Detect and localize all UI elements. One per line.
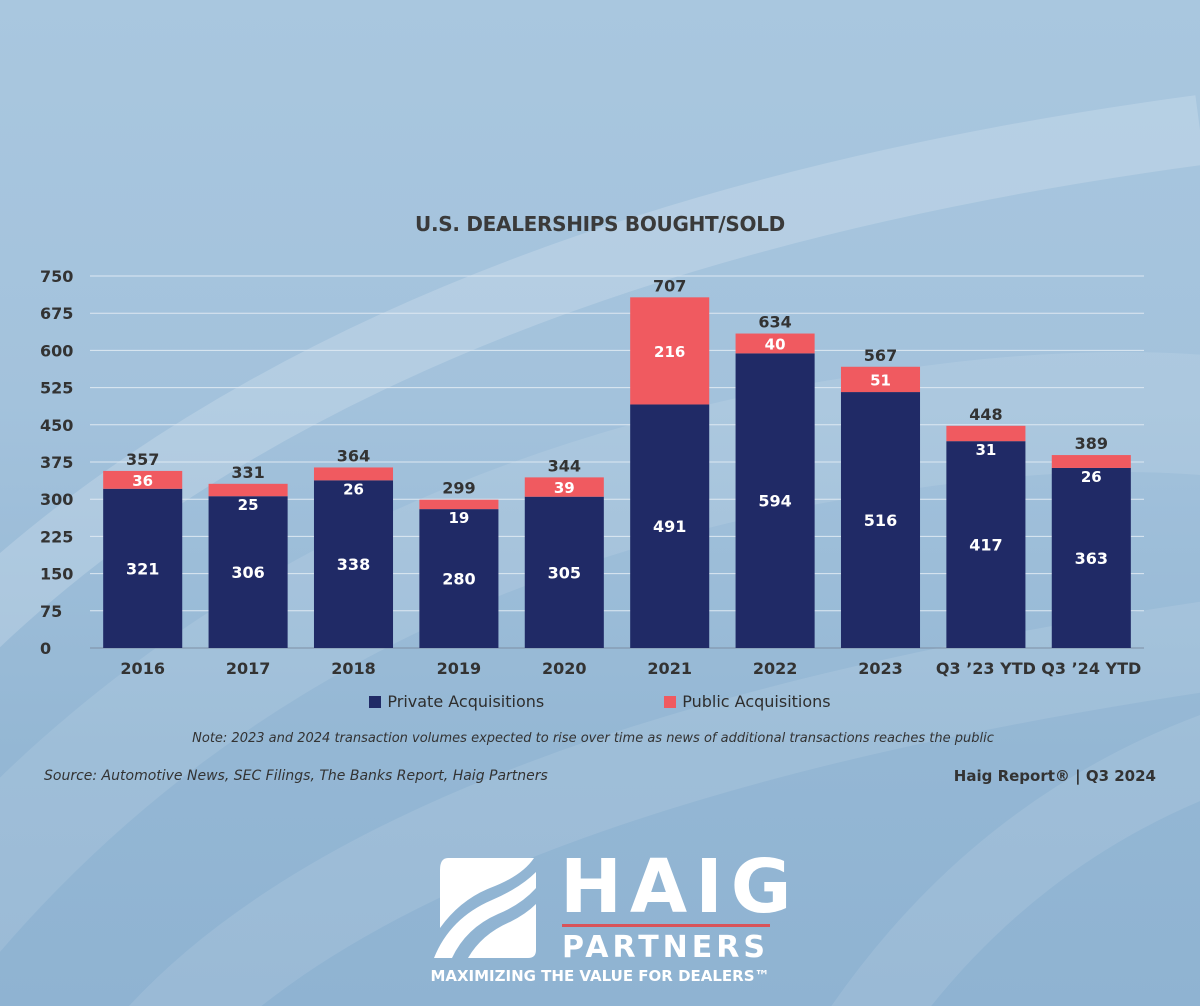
logo-tagline: MAXIMIZING THE VALUE FOR DEALERS™	[430, 967, 770, 985]
data-label-public: 26	[1081, 468, 1102, 486]
y-tick-label: 0	[40, 639, 51, 658]
legend-item-public: Public Acquisitions	[664, 692, 831, 711]
x-tick-label: 2021	[647, 659, 692, 678]
bar-public	[735, 333, 815, 354]
legend-label-public: Public Acquisitions	[682, 692, 831, 711]
data-label-total: 389	[1075, 434, 1108, 453]
bar-private	[1051, 467, 1131, 648]
y-tick-label: 375	[40, 453, 73, 472]
y-tick-label: 300	[40, 490, 73, 509]
x-tick-label: 2018	[331, 659, 376, 678]
data-label-total: 331	[231, 463, 264, 482]
data-label-public: 26	[343, 480, 364, 498]
data-label-private: 338	[337, 555, 370, 574]
legend-item-private: Private Acquisitions	[369, 692, 544, 711]
data-label-total: 299	[442, 479, 475, 498]
chart-title: U.S. DEALERSHIPS BOUGHT/SOLD	[415, 212, 785, 236]
y-tick-label: 600	[40, 341, 73, 360]
data-label-public: 40	[765, 335, 786, 353]
data-label-public: 31	[975, 441, 996, 459]
haig-partners-logo: HAIG PARTNERS	[430, 844, 791, 1000]
legend: Private Acquisitions Public Acquisitions	[0, 692, 1200, 711]
bar-public	[208, 483, 288, 497]
bar-public	[946, 425, 1026, 442]
data-label-private: 516	[864, 511, 897, 530]
bar-private	[419, 509, 499, 648]
source-text: Source: Automotive News, SEC Filings, Th…	[44, 768, 548, 784]
data-label-private: 363	[1075, 549, 1108, 568]
chart-note: Note: 2023 and 2024 transaction volumes …	[192, 731, 994, 746]
bar-private	[103, 488, 183, 648]
logo-road-mark-icon	[434, 858, 536, 958]
data-label-total: 357	[126, 450, 159, 469]
y-tick-label: 75	[40, 602, 62, 621]
data-label-public: 25	[238, 496, 259, 514]
x-tick-label: Q3 ’23 YTD	[936, 659, 1036, 678]
report-label: Haig Report® | Q3 2024	[953, 767, 1156, 785]
data-label-private: 321	[126, 559, 159, 578]
x-tick-label: 2016	[120, 659, 165, 678]
logo-subtitle: PARTNERS	[562, 930, 769, 965]
bar-private	[524, 496, 604, 648]
data-label-total: 634	[758, 313, 791, 332]
data-label-public: 19	[448, 509, 469, 527]
data-label-private: 280	[442, 570, 475, 589]
bar-private	[735, 353, 815, 648]
bar-public	[1051, 455, 1131, 468]
y-tick-label: 450	[40, 416, 73, 435]
bar-private	[208, 496, 288, 648]
x-tick-label: 2023	[858, 659, 903, 678]
data-label-private: 306	[231, 563, 264, 582]
data-label-total: 707	[653, 276, 686, 295]
data-label-public: 51	[870, 371, 891, 389]
bar-private	[630, 404, 710, 648]
y-tick-label: 750	[40, 267, 73, 286]
y-tick-label: 525	[40, 379, 73, 398]
stacked-bar-chart: 0 75 150 225 300 375 450 525 600 675 750 321 36 357 20…	[40, 267, 1144, 678]
bar-public	[630, 297, 710, 405]
y-tick-label: 675	[40, 304, 73, 323]
bar-private	[313, 480, 394, 648]
data-label-private: 417	[969, 536, 1002, 555]
x-tick-label: 2017	[226, 659, 271, 678]
data-label-total: 567	[864, 346, 897, 365]
bar-public	[103, 470, 183, 489]
data-label-private: 491	[653, 517, 686, 536]
y-tick-label: 150	[40, 565, 73, 584]
bar-public	[840, 366, 921, 393]
bar-public	[313, 467, 394, 481]
x-tick-label: 2019	[437, 659, 482, 678]
bar-private	[840, 392, 921, 648]
logo-name: HAIG	[560, 844, 800, 930]
x-tick-label: 2022	[753, 659, 798, 678]
data-label-total: 344	[548, 456, 581, 475]
data-label-private: 594	[758, 492, 791, 511]
data-label-public: 39	[554, 479, 575, 497]
legend-swatch-public	[664, 695, 677, 708]
data-label-public: 216	[654, 343, 685, 361]
legend-label-private: Private Acquisitions	[387, 692, 545, 711]
data-label-public: 36	[132, 472, 153, 490]
x-tick-label: 2020	[542, 659, 587, 678]
legend-swatch-private	[369, 695, 382, 708]
y-tick-label: 225	[40, 527, 73, 546]
data-label-private: 305	[548, 563, 581, 582]
bar-private	[946, 441, 1026, 648]
x-tick-label: Q3 ’24 YTD	[1041, 659, 1141, 678]
bar-public	[419, 499, 499, 510]
data-label-total: 364	[337, 446, 370, 465]
logo-accent-rule	[562, 924, 770, 927]
data-label-total: 448	[969, 405, 1002, 424]
bar-public	[524, 477, 604, 497]
